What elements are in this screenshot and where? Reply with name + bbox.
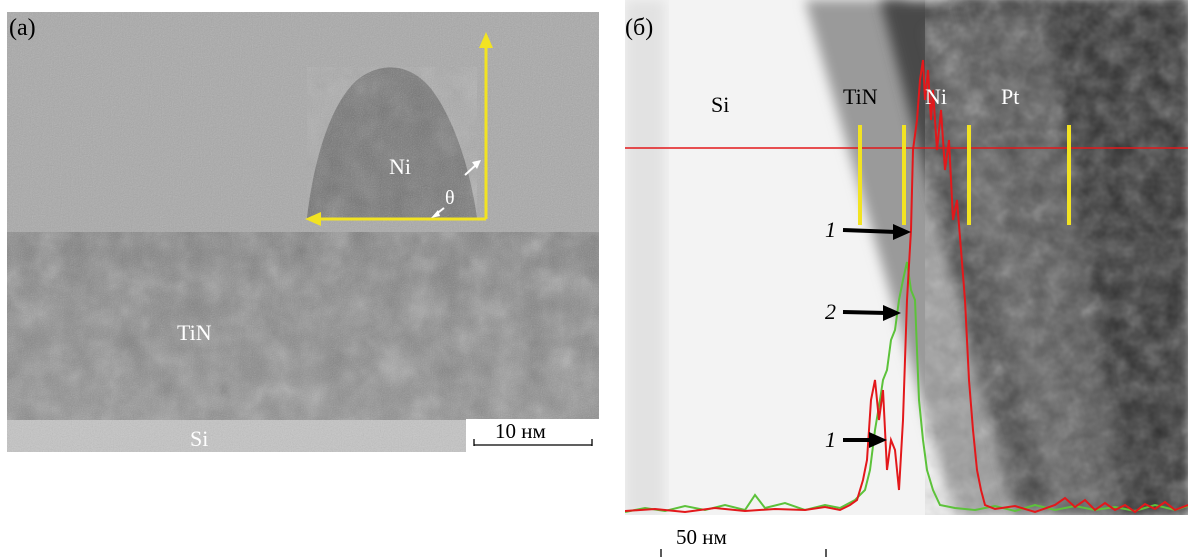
edx-profile-image-b: Si TiN Ni Pt 1 2 1 xyxy=(625,0,1188,515)
panel-b-label: (б) xyxy=(625,15,654,41)
ni-label-b: Ni xyxy=(925,84,947,109)
right-arrow-icon xyxy=(842,305,901,321)
scale-bar-b-label: 50 нм xyxy=(676,525,727,549)
theta-label: θ xyxy=(445,187,455,209)
scale-bar-a-label: 10 нм xyxy=(495,419,546,443)
ni-label-a: Ni xyxy=(389,154,411,179)
si-label-b: Si xyxy=(711,92,730,117)
arrow-label-1-top: 1 xyxy=(825,217,836,242)
tem-image-a: Ni θ TiN Si 10 нм xyxy=(7,12,599,452)
scale-bar-b xyxy=(660,549,827,557)
tin-label-a: TiN xyxy=(177,320,212,345)
pt-label-b: Pt xyxy=(1001,84,1020,109)
arrow-label-1-bottom: 1 xyxy=(825,427,836,452)
angle-arc-icon xyxy=(431,160,481,218)
si-label-a: Si xyxy=(190,426,209,451)
right-arrow-icon xyxy=(843,432,887,448)
arrow-label-2: 2 xyxy=(825,299,836,324)
right-arrow-icon xyxy=(842,224,911,240)
tin-label-b: TiN xyxy=(843,84,878,109)
panel-a-label: (а) xyxy=(9,15,36,41)
